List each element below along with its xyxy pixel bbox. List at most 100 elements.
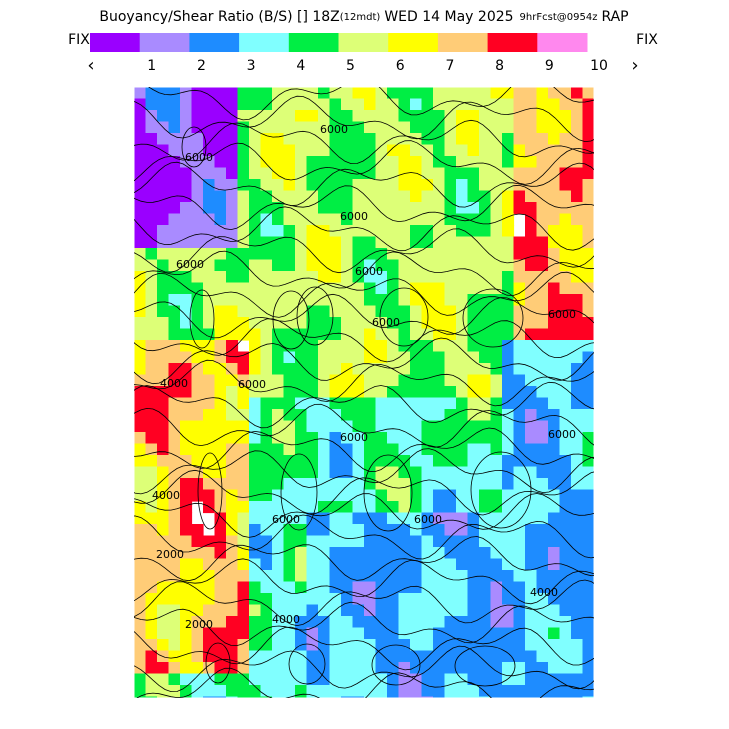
map-cell (364, 432, 377, 445)
map-cell (318, 420, 331, 433)
map-cell (145, 202, 158, 215)
map-cell (398, 282, 411, 295)
map-cell (249, 202, 262, 215)
map-cell (525, 328, 538, 341)
map-cell (226, 144, 239, 157)
map-cell (410, 282, 423, 295)
map-cell (168, 340, 181, 353)
map-cell (214, 570, 227, 583)
map-cell (398, 558, 411, 571)
map-cell (548, 420, 561, 433)
map-cell (410, 397, 423, 410)
map-cell (433, 639, 446, 652)
map-cell (433, 167, 446, 180)
map-cell (260, 282, 273, 295)
map-cell (272, 179, 285, 192)
map-cell (559, 328, 572, 341)
map-cell (421, 202, 434, 215)
map-cell (145, 133, 158, 146)
map-cell (571, 213, 584, 226)
map-cell (157, 190, 170, 203)
map-cell (272, 455, 285, 468)
fix-right[interactable]: FIX (636, 32, 658, 48)
map-cell (329, 328, 342, 341)
map-cell (444, 650, 457, 663)
map-cell (433, 202, 446, 215)
map-cell (421, 466, 434, 479)
map-cell (272, 282, 285, 295)
map-cell (237, 673, 250, 686)
map-cell (375, 627, 388, 640)
next-arrow[interactable]: › (631, 55, 638, 76)
map-cell (502, 259, 515, 272)
map-cell (536, 156, 549, 169)
map-cell (582, 110, 594, 123)
map-cell (536, 524, 549, 537)
map-cell (467, 650, 480, 663)
map-cell (134, 547, 147, 560)
map-cell (490, 317, 503, 330)
map-cell (502, 110, 515, 123)
map-cell (341, 662, 354, 675)
map-cell (214, 202, 227, 215)
map-cell (502, 328, 515, 341)
map-cell (375, 340, 388, 353)
map-cell (329, 616, 342, 629)
map-cell (467, 581, 480, 594)
map-cell (283, 236, 296, 249)
contour-label: 6000 (340, 431, 368, 444)
title-main: Buoyancy/Shear Ratio (B/S) [] 18Z (99, 9, 339, 25)
map-cell (329, 673, 342, 686)
map-cell (237, 156, 250, 169)
map-cell (226, 696, 239, 698)
map-cell (433, 259, 446, 272)
map-cell (237, 144, 250, 157)
map-cell (272, 616, 285, 629)
map-cell (237, 420, 250, 433)
map-cell (548, 489, 561, 502)
map-cell (306, 144, 319, 157)
map-cell (364, 524, 377, 537)
map-cell (571, 627, 584, 640)
map-cell (582, 156, 594, 169)
map-cell (341, 248, 354, 261)
prev-arrow[interactable]: ‹ (87, 55, 94, 76)
map-cell (260, 570, 273, 583)
map-cell (260, 558, 273, 571)
map-cell (571, 478, 584, 491)
map-cell (387, 259, 400, 272)
map-cell (490, 547, 503, 560)
map-cell (364, 156, 377, 169)
map-cell (398, 432, 411, 445)
map-cell (387, 179, 400, 192)
map-cell (375, 616, 388, 629)
map-cell (421, 593, 434, 606)
map-cell (571, 604, 584, 617)
map-cell (571, 236, 584, 249)
map-cell (237, 294, 250, 307)
map-cell (341, 386, 354, 399)
contour-ring (296, 286, 334, 346)
map-cell (145, 420, 158, 433)
map-cell (168, 593, 181, 606)
map-cell (582, 466, 594, 479)
map-cell (375, 443, 388, 456)
map-cell (168, 639, 181, 652)
map-cell (571, 248, 584, 261)
map-cell (421, 374, 434, 387)
map-cell (398, 236, 411, 249)
map-cell (387, 570, 400, 583)
map-cell (559, 662, 572, 675)
fix-left[interactable]: FIX (68, 32, 90, 48)
map-cell (559, 363, 572, 376)
map-cell (318, 455, 331, 468)
map-cell (214, 478, 227, 491)
map-cell (444, 581, 457, 594)
map-cell (444, 696, 457, 698)
map-cell (433, 593, 446, 606)
map-cell (191, 363, 204, 376)
map-cell (318, 409, 331, 422)
map-cell (421, 673, 434, 686)
map-cell (214, 110, 227, 123)
map-cell (145, 432, 158, 445)
